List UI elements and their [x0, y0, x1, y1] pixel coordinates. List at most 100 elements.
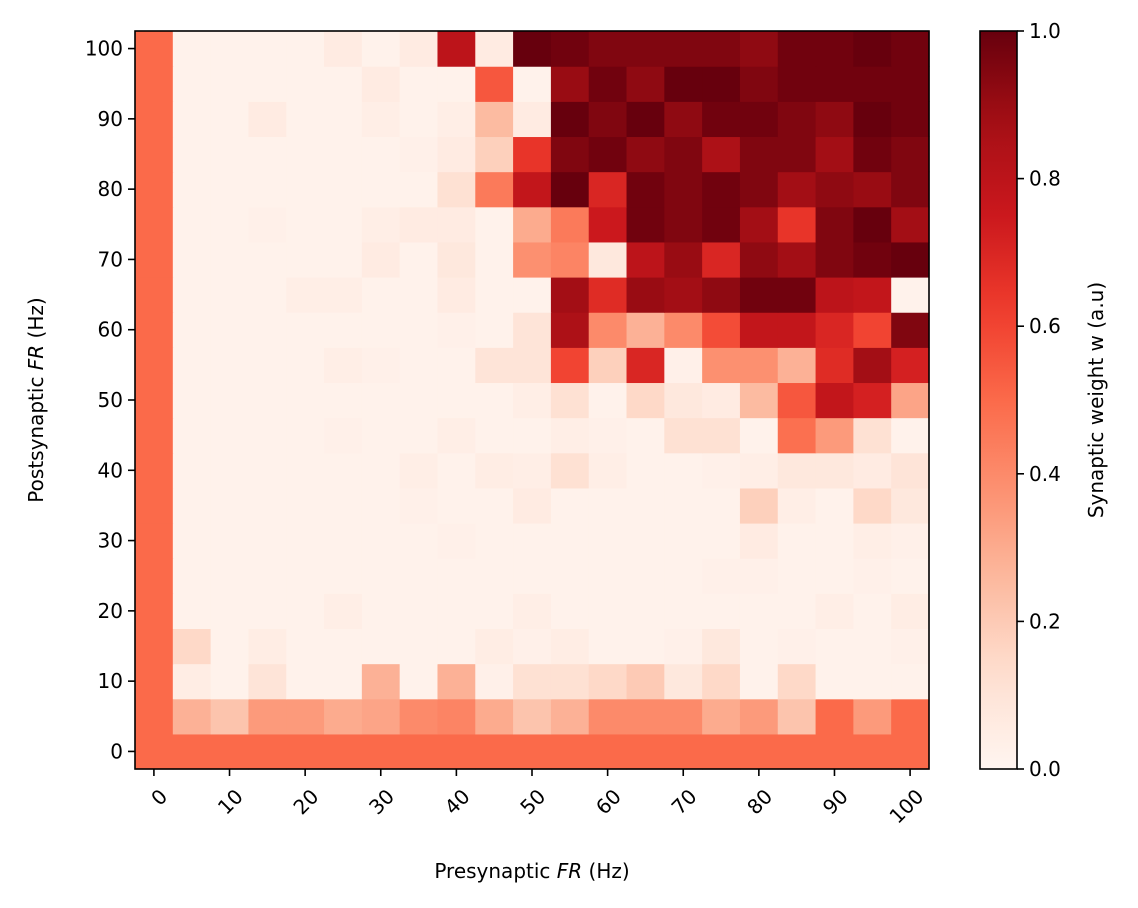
heatmap-cell	[702, 523, 741, 559]
heatmap-cell	[550, 628, 590, 665]
heatmap-cell	[361, 101, 401, 138]
heatmap-cell	[891, 206, 930, 243]
heatmap-cell	[475, 417, 514, 454]
x-axis-label: Presynaptic FR (Hz)	[434, 859, 629, 883]
heatmap-cell	[513, 101, 552, 138]
heatmap-cell	[664, 312, 703, 348]
heatmap-cell	[248, 487, 287, 524]
heatmap-cell	[777, 347, 817, 384]
heatmap-cell	[248, 101, 287, 138]
heatmap-cell	[513, 487, 552, 524]
heatmap-cell	[626, 136, 665, 173]
heatmap-cell	[626, 452, 665, 489]
heatmap-cell	[626, 101, 665, 138]
colorbar-tick-label: 0.2	[1029, 609, 1061, 633]
heatmap-cell	[815, 417, 854, 454]
heatmap-cell	[664, 206, 703, 243]
heatmap-cell	[815, 698, 854, 735]
heatmap-cell	[399, 136, 439, 173]
heatmap-cell	[550, 101, 590, 138]
heatmap-cell	[853, 347, 892, 384]
heatmap-cell	[891, 136, 930, 173]
heatmap-cell	[172, 312, 212, 348]
x-tick-label: 40	[440, 784, 475, 819]
heatmap-cell	[702, 312, 741, 348]
heatmap-cell	[475, 663, 514, 700]
heatmap-cell	[286, 628, 325, 665]
x-tick-label: 100	[884, 784, 928, 828]
heatmap-cell	[664, 452, 703, 489]
colorbar-tick-label: 0.4	[1029, 462, 1061, 486]
heatmap-cell	[815, 31, 854, 67]
colorbar-label: Synaptic weight w (a.u)	[1084, 282, 1108, 518]
heatmap-cell	[588, 31, 628, 67]
heatmap-cell	[437, 277, 476, 313]
heatmap-cell	[702, 277, 741, 313]
heatmap-cell	[626, 312, 665, 348]
heatmap-cell	[626, 66, 665, 102]
heatmap-cell	[172, 206, 212, 243]
heatmap-cell	[324, 417, 363, 454]
heatmap-cell	[135, 241, 174, 278]
heatmap-cell	[475, 206, 514, 243]
heatmap-cell	[248, 136, 287, 173]
heatmap-cell	[172, 487, 212, 524]
heatmap-cell	[815, 733, 854, 770]
heatmap-cell	[626, 558, 665, 594]
heatmap-cell	[248, 382, 287, 419]
heatmap-cell	[891, 417, 930, 454]
heatmap-cell	[588, 136, 628, 173]
heatmap-cell	[550, 277, 590, 313]
heatmap-cell	[891, 277, 930, 313]
heatmap-cell	[135, 382, 174, 419]
colorbar-tick-label: 0.6	[1029, 314, 1061, 338]
heatmap-cell	[286, 31, 325, 67]
heatmap-cell	[702, 101, 741, 138]
heatmap-cell	[588, 347, 628, 384]
heatmap-cell	[777, 558, 817, 594]
heatmap-cell	[324, 663, 363, 700]
heatmap-cell	[664, 698, 703, 735]
heatmap-cell	[248, 31, 287, 67]
heatmap-cell	[626, 417, 665, 454]
heatmap-cell	[399, 452, 439, 489]
heatmap-cell	[172, 417, 212, 454]
heatmap-cell	[361, 733, 401, 770]
heatmap-cell	[815, 206, 854, 243]
heatmap-cell	[437, 382, 476, 419]
colorbar-tick-label: 1.0	[1029, 19, 1061, 43]
heatmap-cell	[550, 733, 590, 770]
heatmap-cell	[853, 241, 892, 278]
heatmap-cell	[739, 31, 779, 67]
heatmap-cell	[550, 593, 590, 630]
heatmap-cell	[399, 31, 439, 67]
heatmap-cell	[513, 136, 552, 173]
axis-label-part: FR	[24, 345, 48, 370]
heatmap-cell	[664, 101, 703, 138]
heatmap-cell	[702, 382, 741, 419]
heatmap-cell	[437, 66, 476, 102]
heatmap-cell	[172, 347, 212, 384]
heatmap-cell	[210, 698, 250, 735]
heatmap-cell	[399, 593, 439, 630]
heatmap-cell	[588, 733, 628, 770]
heatmap-cell	[588, 558, 628, 594]
heatmap-cell	[475, 277, 514, 313]
heatmap-cell	[891, 31, 930, 67]
heatmap-cell	[286, 241, 325, 278]
heatmap-cell	[248, 698, 287, 735]
heatmap-cell	[437, 593, 476, 630]
heatmap-cell	[626, 31, 665, 67]
colorbar-tick-label: 0.0	[1029, 757, 1061, 781]
heatmap-cell	[210, 136, 250, 173]
y-tick-label: 20	[98, 599, 123, 623]
heatmap-cell	[739, 663, 779, 700]
heatmap-cell	[777, 312, 817, 348]
heatmap-cell	[853, 31, 892, 67]
heatmap-cell	[361, 347, 401, 384]
heatmap-cell	[702, 628, 741, 665]
heatmap-cell	[324, 698, 363, 735]
heatmap-cell	[815, 382, 854, 419]
heatmap-cell	[135, 558, 174, 594]
